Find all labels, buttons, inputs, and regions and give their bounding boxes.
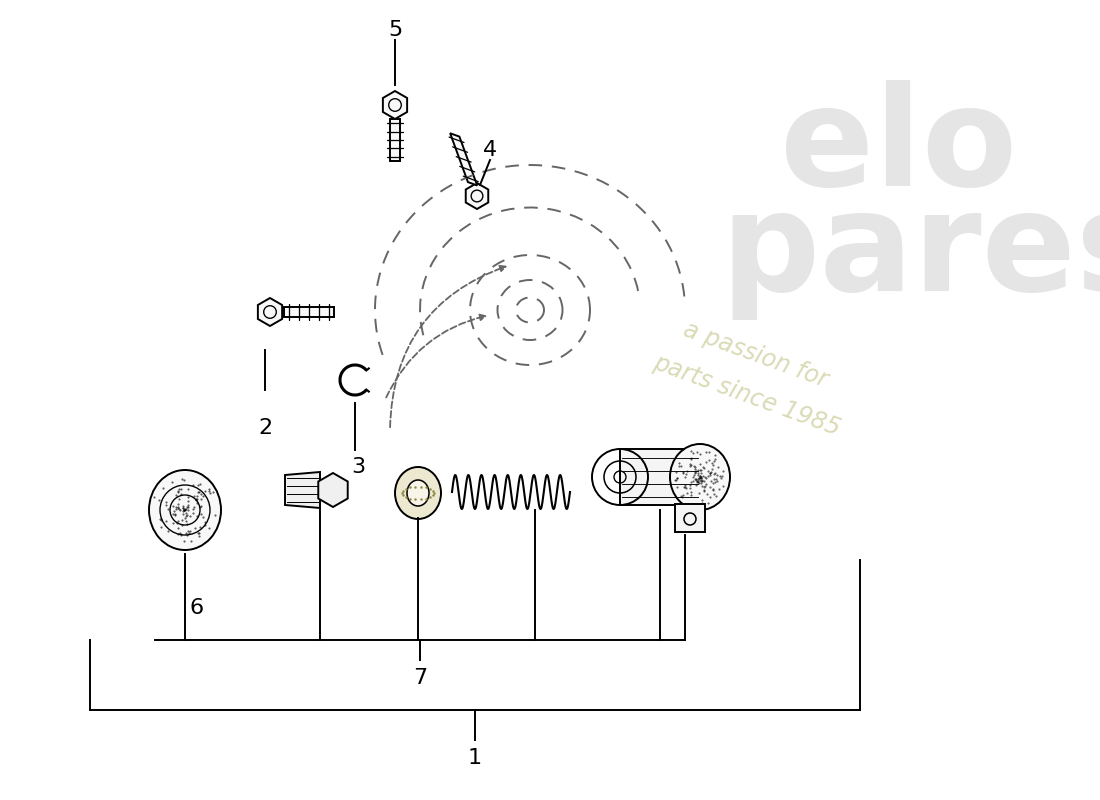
Bar: [675, 504, 705, 532]
Text: parts since 1985: parts since 1985: [650, 350, 844, 440]
Text: 3: 3: [351, 457, 365, 477]
Ellipse shape: [670, 444, 730, 510]
Polygon shape: [318, 473, 348, 507]
Text: a passion for: a passion for: [680, 318, 832, 392]
Ellipse shape: [407, 480, 429, 506]
Text: 1: 1: [468, 748, 482, 768]
Ellipse shape: [395, 467, 441, 519]
Text: pares: pares: [720, 185, 1100, 320]
Polygon shape: [383, 91, 407, 119]
Text: 4: 4: [483, 140, 497, 160]
Polygon shape: [257, 298, 282, 326]
Text: 6: 6: [190, 598, 205, 618]
Polygon shape: [285, 472, 320, 508]
Polygon shape: [284, 306, 334, 318]
Bar: [620, 449, 700, 505]
Polygon shape: [465, 183, 488, 209]
Text: 7: 7: [412, 668, 427, 688]
Polygon shape: [450, 134, 477, 186]
Text: elo: elo: [780, 80, 1018, 215]
Ellipse shape: [148, 470, 221, 550]
Text: 5: 5: [388, 20, 403, 40]
Text: 2: 2: [257, 418, 272, 438]
Polygon shape: [389, 119, 400, 161]
